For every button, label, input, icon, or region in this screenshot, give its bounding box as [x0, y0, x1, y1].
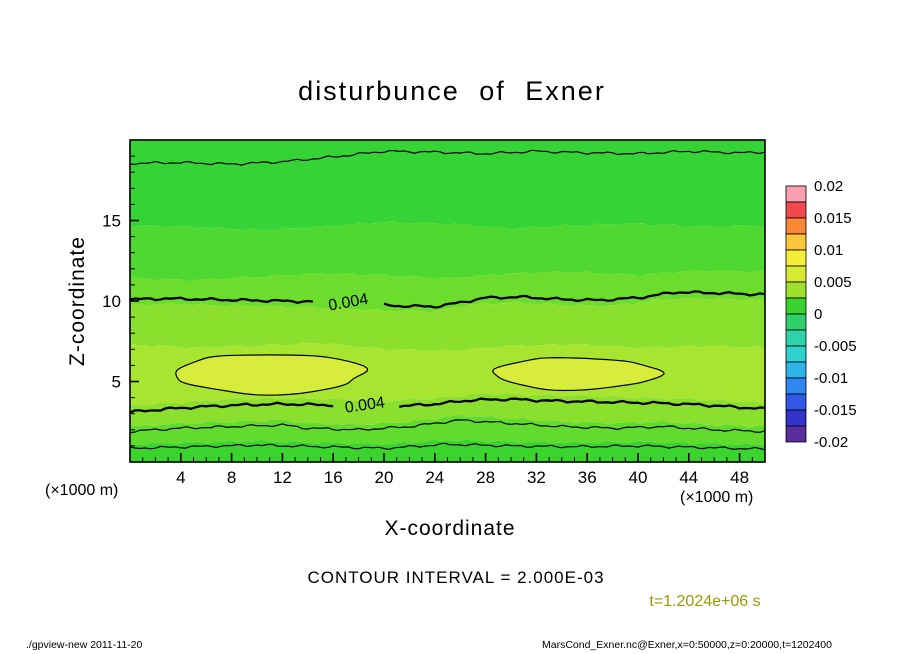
closed-contour: [175, 354, 369, 396]
x-tick-label: 44: [679, 468, 698, 487]
colorbar-segment: [785, 201, 807, 219]
colorbar-segment: [785, 249, 807, 267]
tone-band: [130, 297, 765, 352]
tone-band: [130, 414, 765, 446]
colorbar-segment: [785, 329, 807, 347]
footer-command: ./gpview-new 2011-11-20: [26, 639, 143, 651]
colorbar-segment: [785, 281, 807, 299]
tone-bands: [130, 140, 765, 462]
footer-dataset: MarsCond_Exner.nc@Exner,x=0:50000,z=0:20…: [542, 639, 832, 651]
x-tick-label: 4: [176, 468, 185, 487]
colorbar-label: 0.015: [814, 210, 852, 227]
x-tick-label: 28: [476, 468, 495, 487]
colorbar-label: -0.015: [814, 402, 857, 419]
colorbar-label: -0.02: [814, 434, 848, 451]
x-tick-label: 40: [629, 468, 648, 487]
x-unit-note-right: (×1000 m): [680, 489, 754, 506]
contour-label: 0.004: [327, 291, 369, 315]
contour-line: [130, 419, 765, 434]
contour-line: [130, 442, 765, 451]
colorbar-segment: [785, 265, 807, 283]
colorbar-segment: [785, 345, 807, 363]
y-axis-label: Z-coordinate: [66, 236, 89, 366]
x-tick-label: 8: [227, 468, 236, 487]
z-tick-label: 5: [112, 373, 121, 392]
contour-line: [130, 401, 334, 414]
x-tick-label: 16: [324, 468, 343, 487]
colorbar-label: 0.005: [814, 274, 852, 291]
x-tick-label: 12: [273, 468, 292, 487]
contour-interval-note: CONTOUR INTERVAL = 2.000E-03: [307, 568, 605, 587]
plot-area: 0.004 0.004: [130, 140, 765, 462]
z-tick-label: 15: [102, 212, 121, 231]
colorbar-label: 0.02: [814, 178, 843, 195]
x-tick-label: 36: [578, 468, 597, 487]
colorbar-segment: [785, 409, 807, 427]
colorbar-label: 0: [814, 306, 822, 323]
closed-contours: [175, 354, 665, 396]
colorbar-segment: [785, 393, 807, 411]
time-label: t=1.2024e+06 s: [649, 593, 761, 610]
colorbar-segment: [785, 185, 807, 203]
colorbar-segment: [785, 217, 807, 235]
contour-line: [130, 296, 314, 304]
colorbar-segment: [785, 361, 807, 379]
contour-line: [130, 149, 765, 166]
colorbar-segment: [785, 377, 807, 395]
colorbar-segment: [785, 313, 807, 331]
contour-lines: 0.004 0.004: [130, 149, 765, 451]
colorbar-segment: [785, 425, 807, 443]
colorbar-segment: [785, 297, 807, 315]
contour-line: [383, 290, 765, 309]
z-tick-label: 10: [102, 292, 121, 311]
tone-band: [130, 269, 765, 313]
tone-band: [130, 221, 765, 281]
tone-band: [130, 439, 765, 462]
x-tick-label: 32: [527, 468, 546, 487]
colorbar-label: -0.005: [814, 338, 857, 355]
colorbar-segment: [785, 233, 807, 251]
colorbar-label: 0.01: [814, 242, 843, 259]
colorbar: 0.02 0.015 0.01 0.005 0 -0.005 -0.01 -0.015 -0.0…: [785, 178, 857, 451]
x-tick-label: 24: [425, 468, 444, 487]
x-tick-label: 48: [730, 468, 749, 487]
contour-line: [398, 397, 765, 410]
plot-title: disturbunce of Exner: [298, 76, 606, 106]
contour-label: 0.004: [344, 394, 386, 416]
x-tick-label: 20: [375, 468, 394, 487]
colorbar-label: -0.01: [814, 370, 848, 387]
x-axis-label: X-coordinate: [384, 517, 516, 540]
x-unit-note-left: (×1000 m): [45, 482, 119, 499]
closed-contour: [491, 356, 665, 392]
tone-band: [130, 140, 765, 231]
